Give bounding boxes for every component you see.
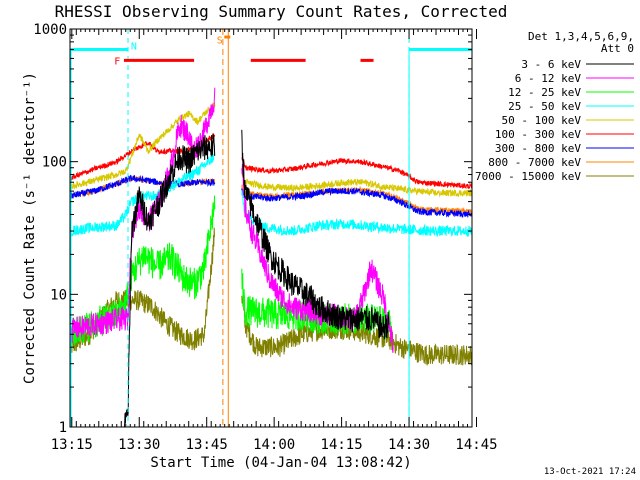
y-axis-label: Corrected Count Rate (s⁻¹ detector⁻¹) [22,72,38,384]
series-50-100-kev [69,101,473,198]
series-trace-segment-2 [241,129,390,340]
x-tick-label: 13:45 [186,437,228,453]
series-3-6-kev [123,129,390,428]
series-trace-segment-2 [241,295,473,366]
series-trace-segment-2 [241,168,473,198]
series-trace-segment-1 [69,101,216,190]
legend-label: 800 - 7000 keV [488,156,581,169]
y-tick-label: 100 [42,155,67,171]
legend-entry: 100 - 300 keV [495,128,634,141]
series-trace-segment-2 [241,190,473,238]
plot-frame [69,28,473,428]
plot-layer: FN S [69,29,473,428]
series-trace-segment-1 [69,174,216,199]
chart-title: RHESSI Observing Summary Count Rates, Co… [55,2,508,21]
flag-s: S [217,36,223,47]
legend-entry: 6 - 12 keV [515,72,634,85]
x-tick-label: 14:00 [253,437,295,453]
legend-label: 7000 - 15000 keV [475,170,581,183]
timestamp: 13-Oct-2021 17:24 [544,467,636,477]
legend-label: 12 - 25 keV [508,86,581,99]
legend-entry: 800 - 7000 keV [488,156,634,169]
series-trace-segment-1 [123,133,216,428]
y-tick-label: 1000 [33,22,67,38]
x-tick-label: 13:30 [118,437,160,453]
legend-entry: 7000 - 15000 keV [475,170,634,183]
x-tick-label: 14:45 [455,437,497,453]
legend-label: 6 - 12 keV [515,72,582,85]
series-trace-segment-2 [241,268,392,339]
y-tick-label: 10 [50,287,67,303]
legend-entry: 3 - 6 keV [521,58,634,71]
night-region-1 [70,29,129,427]
legend-entry: 12 - 25 keV [508,86,634,99]
legend-label: 3 - 6 keV [521,58,581,71]
series-trace-segment-1 [69,227,215,353]
legend-label: 25 - 50 keV [508,100,581,113]
legend-header-line: Det 1,3,4,5,6,9, [528,30,634,43]
series-trace-segment-2 [241,156,473,190]
x-tick-label: 14:15 [321,437,363,453]
x-axis-label: Start Time (04-Jan-04 13:08:42) [150,455,411,471]
legend-entry: 50 - 100 keV [502,114,634,127]
legend-label: 300 - 800 keV [495,142,581,155]
axis-layer: 1 10 100 1000 13:15 13:30 13:45 14:00 14:15 14:30… [33,22,497,453]
series-trace-segment-1 [69,87,216,345]
x-tick-label: 13:15 [51,437,93,453]
flag-n: N [131,42,137,53]
legend-entry: 300 - 800 keV [495,142,634,155]
x-tick-label: 14:30 [388,437,430,453]
y-tick-label: 1 [59,420,67,436]
legend-label: 50 - 100 keV [502,114,582,127]
legend-label: 100 - 300 keV [495,128,581,141]
series-trace-segment-2 [241,187,473,218]
flag-f: F [114,56,120,67]
series-300-800-kev [69,174,473,218]
legend-header-line: Att 0 [601,42,634,55]
legend-entry: 25 - 50 keV [508,100,634,113]
